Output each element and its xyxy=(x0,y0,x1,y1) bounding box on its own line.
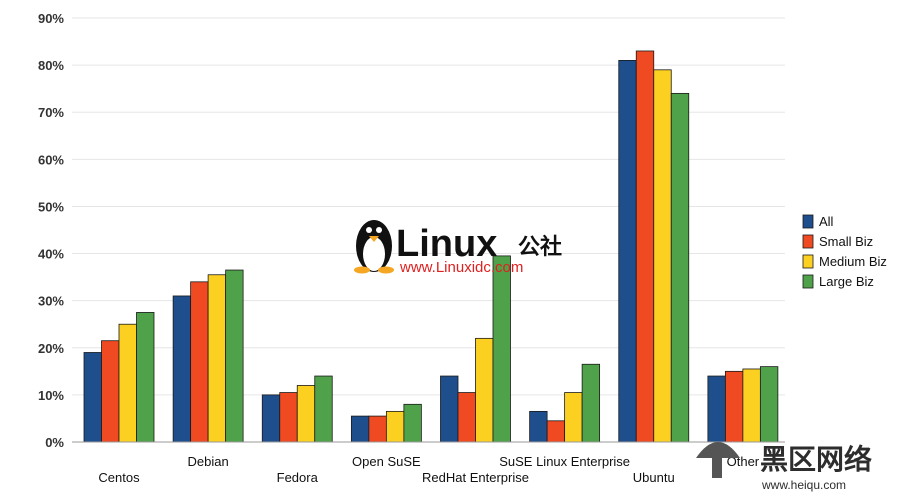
legend: All Small Biz Medium Biz Large Biz xyxy=(802,214,887,289)
category-label: SuSE Linux Enterprise xyxy=(499,454,630,469)
bar xyxy=(635,50,655,443)
bar xyxy=(83,352,102,443)
bar xyxy=(136,312,155,443)
bar xyxy=(618,60,637,443)
bar xyxy=(296,385,316,443)
bar xyxy=(225,269,244,443)
bar xyxy=(475,337,494,443)
y-axis-tick-labels: 0% 10% 20% 30% 40% 50% 60% 70% 80% 90% xyxy=(38,11,64,450)
bar xyxy=(653,69,672,443)
category-label: Debian xyxy=(188,454,229,469)
watermark-url: www.Linuxidc.com xyxy=(399,259,523,276)
y-tick-label: 50% xyxy=(38,199,64,214)
legend-swatch xyxy=(802,254,814,269)
y-tick-label: 80% xyxy=(38,58,64,73)
bar xyxy=(207,274,227,443)
category-label: RedHat Enterprise xyxy=(422,470,529,485)
bar xyxy=(101,340,120,443)
legend-swatch xyxy=(802,234,814,249)
y-tick-label: 90% xyxy=(38,11,64,26)
bar xyxy=(314,375,333,443)
bar xyxy=(492,255,511,443)
bar xyxy=(261,394,281,443)
legend-swatch xyxy=(802,214,814,229)
category-label: Open SuSE xyxy=(352,454,421,469)
y-tick-label: 10% xyxy=(38,388,64,403)
bar xyxy=(118,323,137,443)
bar xyxy=(581,363,601,443)
y-tick-label: 30% xyxy=(38,294,64,309)
bar xyxy=(403,403,422,443)
bar xyxy=(440,375,459,443)
legend-swatch xyxy=(802,274,814,289)
tux-penguin-icon xyxy=(354,220,394,274)
watermark-site-url: www.heiqu.com xyxy=(761,478,846,492)
bar xyxy=(670,92,690,443)
bar xyxy=(190,281,209,443)
y-tick-label: 20% xyxy=(38,341,64,356)
linux-watermark: Linux 公社 www.Linuxidc.com xyxy=(354,220,562,276)
legend-label: All xyxy=(819,214,834,229)
category-label: Fedora xyxy=(277,470,319,485)
bar xyxy=(172,295,192,443)
bar xyxy=(350,415,370,443)
bar xyxy=(724,370,744,443)
bar xyxy=(279,392,298,443)
bar xyxy=(385,410,405,443)
legend-label: Small Biz xyxy=(819,234,873,249)
y-tick-label: 40% xyxy=(38,247,64,262)
bar xyxy=(564,392,583,443)
heiqu-watermark: 黑区网络 www.heiqu.com xyxy=(696,442,872,492)
bar xyxy=(457,392,476,443)
bar xyxy=(529,410,548,443)
watermark-site-cn: 黑区网络 xyxy=(760,443,872,475)
watermark-brand-cn: 公社 xyxy=(518,234,562,259)
y-tick-label: 60% xyxy=(38,152,64,167)
mushroom-logo-icon xyxy=(696,442,740,478)
category-label: Ubuntu xyxy=(633,470,675,485)
category-label: Centos xyxy=(98,470,140,485)
legend-label: Large Biz xyxy=(819,274,874,289)
bar xyxy=(759,366,779,443)
y-tick-label: 0% xyxy=(45,435,64,450)
bar xyxy=(742,368,761,443)
bar xyxy=(707,375,726,443)
y-tick-label: 70% xyxy=(38,105,64,120)
bar xyxy=(546,420,566,443)
bar xyxy=(368,415,387,443)
watermark-brand: Linux xyxy=(396,223,497,265)
legend-label: Medium Biz xyxy=(819,254,887,269)
bars xyxy=(83,50,779,443)
